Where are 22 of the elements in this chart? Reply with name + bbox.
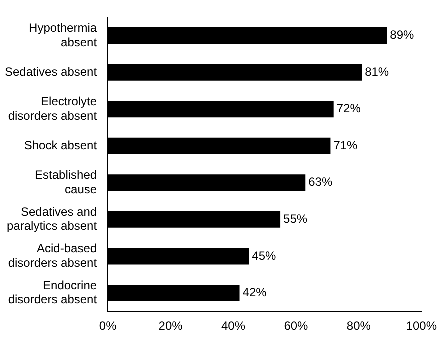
y-tick-label: Electrolyte disorders absent [8,94,98,123]
y-tick-label: Sedatives absent [5,64,98,79]
data-label: 71% [334,138,358,152]
x-tick-label: 0% [99,319,118,334]
y-tick-label: Shock absent [24,138,98,152]
data-label: 81% [365,64,390,79]
data-label: 72% [336,102,362,116]
x-tick-label: 40% [221,319,246,334]
x-tick-label: 60% [284,319,309,334]
x-tick-label: 100% [406,319,438,334]
x-tick-label: 80% [346,319,372,334]
y-tick-label: Hypothermia absent [29,20,98,50]
y-tick-label: Endocrine disorders absent [8,278,98,307]
data-label: 63% [308,175,333,190]
x-tick-label: 20% [158,319,184,334]
data-label: 55% [284,212,308,226]
data-label: 42% [242,286,268,300]
y-tick-label: Established cause [35,168,98,196]
data-label: 45% [252,248,277,263]
data-label: 89% [390,28,415,42]
y-tick-label: Sedatives and paralytics absent [7,204,98,234]
y-tick-label: Acid-based disorders absent [8,242,98,270]
